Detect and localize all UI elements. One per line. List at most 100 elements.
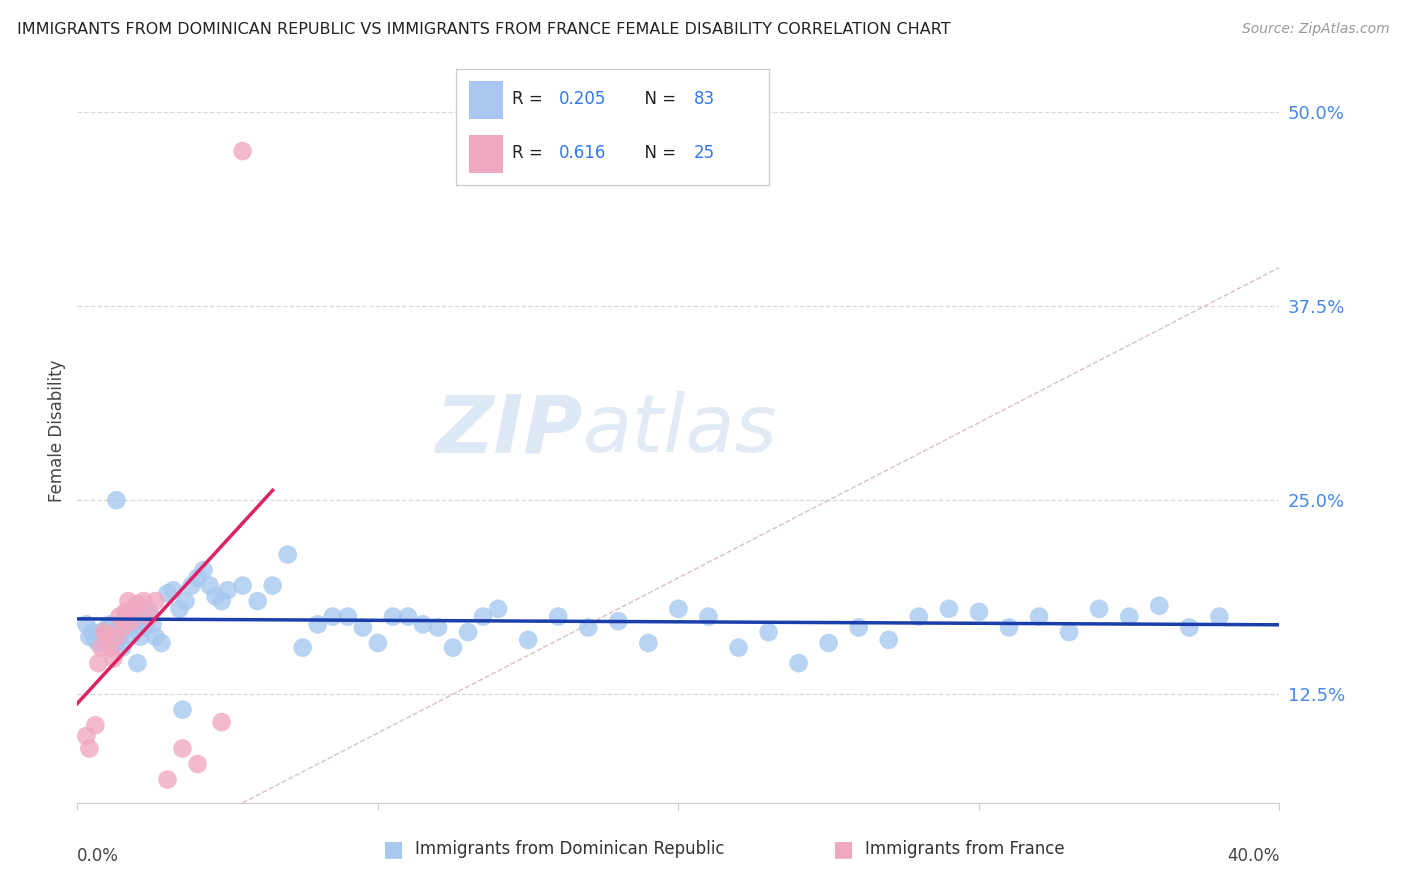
Point <box>277 548 299 562</box>
Text: Source: ZipAtlas.com: Source: ZipAtlas.com <box>1241 22 1389 37</box>
Point <box>111 617 134 632</box>
Text: ■: ■ <box>834 839 853 859</box>
Point <box>103 628 125 642</box>
Point <box>127 617 149 632</box>
Point <box>486 602 509 616</box>
Point <box>1057 625 1080 640</box>
Point <box>307 617 329 632</box>
Point <box>103 651 125 665</box>
Point <box>84 632 107 647</box>
Point <box>141 617 163 632</box>
Point <box>120 614 142 628</box>
Point <box>204 590 226 604</box>
Text: ■: ■ <box>384 839 404 859</box>
Point <box>124 602 146 616</box>
Point <box>127 597 149 611</box>
Point <box>381 609 404 624</box>
Point <box>114 609 136 624</box>
Point <box>352 620 374 634</box>
Text: 0.0%: 0.0% <box>77 847 120 865</box>
Point <box>117 609 139 624</box>
Point <box>100 617 122 632</box>
Point <box>90 625 112 640</box>
Point <box>758 625 780 640</box>
Point <box>787 656 810 670</box>
Point <box>145 594 167 608</box>
Point <box>87 656 110 670</box>
Point <box>145 630 167 644</box>
Text: atlas: atlas <box>582 392 778 469</box>
Point <box>87 636 110 650</box>
Point <box>908 609 931 624</box>
Point <box>967 605 990 619</box>
Point <box>79 741 101 756</box>
Point <box>187 757 209 772</box>
Point <box>1208 609 1230 624</box>
Point <box>547 609 569 624</box>
Point <box>938 602 960 616</box>
Point <box>1118 609 1140 624</box>
Point <box>517 632 540 647</box>
Point <box>105 636 128 650</box>
Point <box>232 578 254 592</box>
Text: IMMIGRANTS FROM DOMINICAN REPUBLIC VS IMMIGRANTS FROM FRANCE FEMALE DISABILITY C: IMMIGRANTS FROM DOMINICAN REPUBLIC VS IM… <box>17 22 950 37</box>
Point <box>817 636 839 650</box>
Point <box>84 718 107 732</box>
Point <box>150 636 173 650</box>
Point <box>232 144 254 158</box>
Point <box>90 640 112 655</box>
Point <box>637 636 659 650</box>
Point <box>135 614 157 628</box>
Point <box>217 583 239 598</box>
Point <box>441 640 464 655</box>
Point <box>132 620 155 634</box>
Text: Immigrants from Dominican Republic: Immigrants from Dominican Republic <box>415 840 724 858</box>
Text: ZIP: ZIP <box>434 392 582 469</box>
Point <box>457 625 479 640</box>
Point <box>117 594 139 608</box>
Point <box>105 493 128 508</box>
Point <box>848 620 870 634</box>
Point <box>105 630 128 644</box>
Point <box>322 609 344 624</box>
Point <box>246 594 269 608</box>
Point <box>138 605 160 619</box>
Point <box>111 640 134 655</box>
Point <box>262 578 284 592</box>
Point <box>172 703 194 717</box>
Point <box>132 594 155 608</box>
Point <box>79 630 101 644</box>
Point <box>75 729 97 743</box>
Point <box>291 640 314 655</box>
Point <box>174 594 197 608</box>
Point <box>96 620 118 634</box>
Point <box>697 609 720 624</box>
Point <box>472 609 495 624</box>
Point <box>211 594 233 608</box>
Point <box>998 620 1021 634</box>
Point <box>187 571 209 585</box>
Point <box>108 609 131 624</box>
Point <box>1028 609 1050 624</box>
Point <box>396 609 419 624</box>
Point <box>169 602 191 616</box>
Point <box>156 772 179 787</box>
Point <box>193 563 215 577</box>
Point <box>93 630 115 644</box>
Point <box>877 632 900 647</box>
Point <box>180 578 202 592</box>
Text: Immigrants from France: Immigrants from France <box>865 840 1064 858</box>
Y-axis label: Female Disability: Female Disability <box>48 359 66 501</box>
Point <box>336 609 359 624</box>
Point <box>127 656 149 670</box>
Point <box>114 605 136 619</box>
Point <box>156 586 179 600</box>
Point <box>108 630 131 644</box>
Point <box>1149 599 1171 613</box>
Point <box>1088 602 1111 616</box>
Point <box>211 715 233 730</box>
Point <box>96 628 118 642</box>
Point <box>576 620 599 634</box>
Point <box>124 605 146 619</box>
Point <box>129 630 152 644</box>
